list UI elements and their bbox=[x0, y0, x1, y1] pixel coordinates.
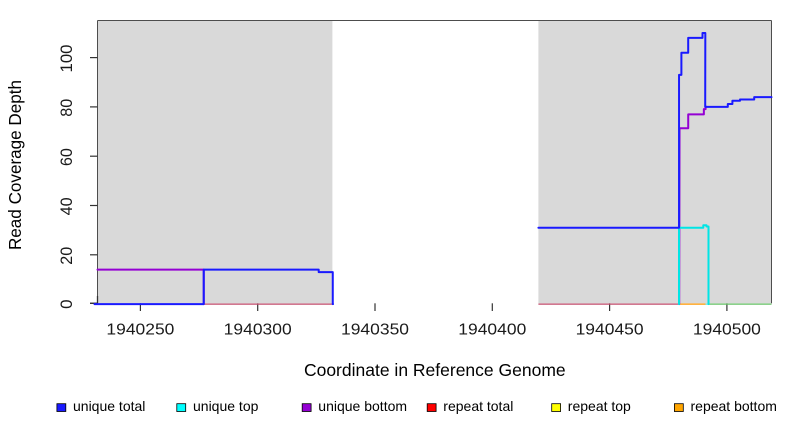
svg-text:1940500: 1940500 bbox=[693, 322, 761, 339]
svg-text:100: 100 bbox=[57, 45, 76, 73]
svg-text:repeat total: repeat total bbox=[443, 398, 513, 414]
svg-text:60: 60 bbox=[57, 148, 76, 166]
svg-text:1940300: 1940300 bbox=[224, 322, 292, 339]
svg-text:1940400: 1940400 bbox=[458, 322, 526, 339]
svg-text:40: 40 bbox=[57, 197, 76, 215]
svg-text:0: 0 bbox=[57, 299, 76, 308]
svg-text:20: 20 bbox=[57, 247, 76, 265]
svg-text:1940350: 1940350 bbox=[341, 322, 409, 339]
svg-text:1940250: 1940250 bbox=[106, 322, 174, 339]
svg-text:unique top: unique top bbox=[193, 398, 259, 414]
svg-text:Coordinate in Reference Genome: Coordinate in Reference Genome bbox=[304, 360, 566, 380]
svg-text:repeat top: repeat top bbox=[568, 398, 631, 414]
svg-text:repeat bottom: repeat bottom bbox=[691, 398, 777, 414]
svg-text:unique bottom: unique bottom bbox=[318, 398, 407, 414]
svg-text:Read Coverage Depth: Read Coverage Depth bbox=[6, 80, 25, 250]
svg-text:1940450: 1940450 bbox=[576, 322, 644, 339]
svg-text:80: 80 bbox=[57, 99, 76, 117]
svg-text:unique total: unique total bbox=[73, 398, 145, 414]
